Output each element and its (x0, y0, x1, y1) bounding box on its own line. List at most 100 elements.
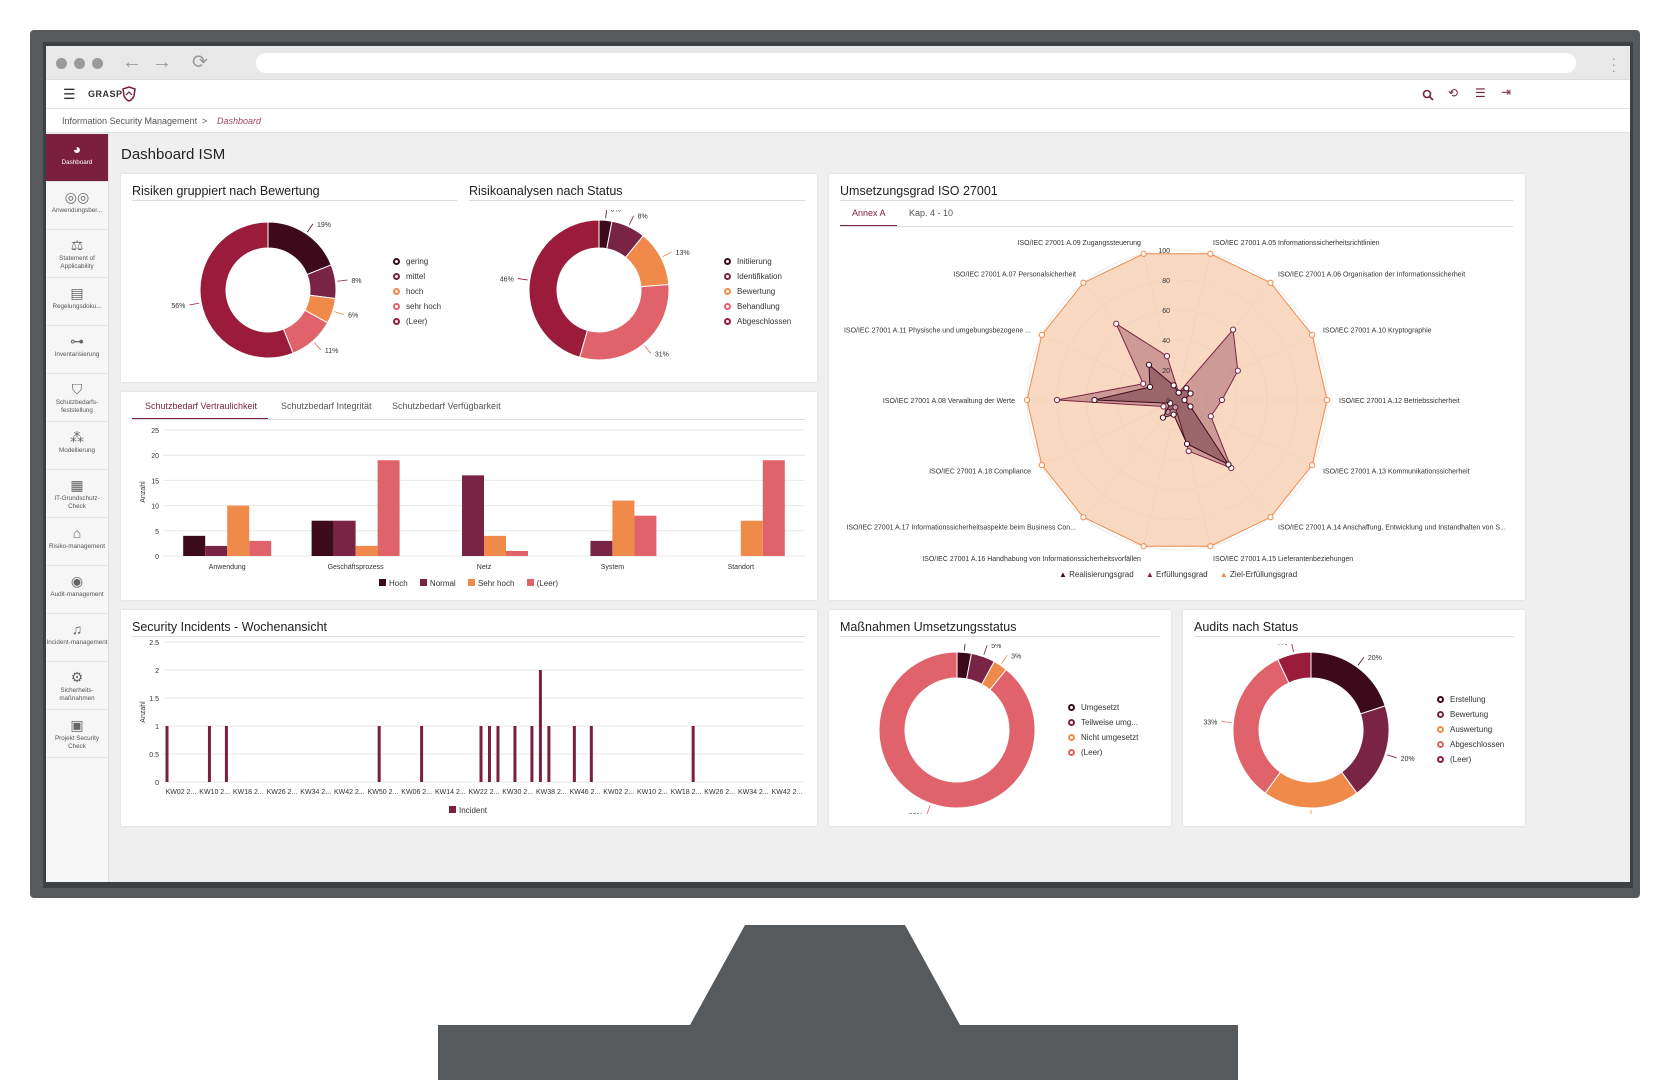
slice-value-label: 8% (351, 278, 361, 285)
legend-item[interactable]: Teilweise umg... (1068, 715, 1138, 730)
radar-point (1181, 396, 1188, 404)
sidebar-item-inventarisierung[interactable]: ⊶ Inventarisierung (46, 326, 108, 374)
reload-icon[interactable]: ⟳ (192, 52, 208, 73)
sidebar-item-schutzbedarfsfeststellung[interactable]: ⛉ Schutzbedarfs-feststellung (46, 374, 108, 422)
legend-item[interactable]: sehr hoch (393, 299, 441, 314)
tab-kap-4-10[interactable]: Kap. 4 - 10 (909, 208, 954, 218)
window-control[interactable] (56, 58, 67, 69)
legend-item[interactable]: Abgeschlossen (1437, 737, 1504, 752)
radar-axis-label: ISO/IEC 27001 A.13 Kommunikationssicherh… (1323, 468, 1470, 475)
sidebar-item-modellierung[interactable]: ⁂ Modellierung (46, 422, 108, 470)
bar-sehrhoch (740, 520, 763, 556)
breadcrumb-root[interactable]: Information Security Management (62, 116, 198, 126)
tab-annex-a[interactable]: Annex A (852, 208, 886, 218)
x-category-label: Anwendung (209, 564, 246, 571)
umsetzungsgrad-panel: Umsetzungsgrad ISO 27001 Annex A Kap. 4 … (829, 174, 1525, 600)
refresh-icon[interactable]: ⟲ (1448, 86, 1459, 100)
document-icon: ▤ (70, 285, 84, 301)
slice-leader-line (983, 645, 988, 655)
legend-marker (393, 288, 400, 295)
window-control[interactable] (92, 58, 103, 69)
slice-value-label: 5% (991, 644, 1001, 650)
legend-item[interactable]: (Leer) (1437, 752, 1504, 767)
radar-point (1172, 404, 1179, 411)
legend-item[interactable]: Auswertung (1437, 722, 1504, 737)
legend-item[interactable]: hoch (393, 284, 441, 299)
sidebar-item-incidentmanagement[interactable]: ♫ Incident-management (46, 614, 108, 662)
tab-verfuegbarkeit[interactable]: Schutzbedarf Verfügbarkeit (392, 401, 501, 411)
legend-marker (393, 318, 400, 325)
legend-label: Abgeschlossen (1450, 740, 1505, 749)
sidebar-item-risikomanagement[interactable]: ⌂ Risiko-management (46, 518, 108, 566)
bar-leer (377, 460, 400, 556)
sidebar-item-it-grundschutz-check[interactable]: ▦ IT-Grundschutz-Check (46, 470, 108, 518)
radar-point (1309, 331, 1316, 339)
bar-normal (590, 540, 613, 556)
radar-axis-label: ISO/IEC 27001 A.08 Verwaltung der Werte (883, 398, 1015, 405)
x-tick-label: KW18 2... (671, 789, 702, 796)
y-tick-label: 10 (151, 504, 159, 511)
legend-item[interactable]: mittel (393, 269, 441, 284)
window-control[interactable] (74, 58, 85, 69)
legend-item[interactable]: Bewertung (1437, 707, 1504, 722)
legend-marker (724, 288, 731, 295)
address-bar[interactable] (256, 53, 1576, 73)
sidebar-item-projekt-security-check[interactable]: ▣ Projekt Security Check (46, 710, 108, 758)
legend-item[interactable]: Initiierung (724, 254, 791, 269)
divider (132, 419, 805, 420)
legend-item: ▲ Ziel-Erfüllungsgrad (1219, 570, 1298, 579)
forward-arrow-icon[interactable]: → (152, 51, 172, 73)
sidebar-item-regelungsdokumente[interactable]: ▤ Regelungsdoku... (46, 278, 108, 326)
legend-label: Initiierung (737, 257, 772, 266)
sidebar-item-label: Projekt Security Check (54, 735, 100, 750)
sidebar: ◕ Dashboard ◎◎ Anwendungsber... ⚖ Statement… (46, 134, 109, 882)
sidebar-item-statement-of-applicability[interactable]: ⚖ Statement of Applicability (46, 230, 108, 278)
browser-menu-icon[interactable]: · · · (1611, 50, 1616, 78)
radar-point (1323, 396, 1331, 404)
sidebar-item-label: Statement of Applicability (59, 255, 95, 270)
sidebar-item-sicherheitsmassnahmen[interactable]: ⚙ Sicherheits-maßnahmen (46, 662, 108, 710)
radar-tick-label: 80 (1162, 278, 1170, 285)
legend-item[interactable]: Nicht umgesetzt (1068, 730, 1138, 745)
radar-axis-label: ISO/IEC 27001 A.05 Informationssicherhei… (1213, 240, 1380, 247)
sidebar-item-label: Schutzbedarfs-feststellung (55, 399, 99, 414)
radar-point (1167, 400, 1174, 407)
legend-item[interactable]: Identifikation (724, 269, 791, 284)
sidebar-item-label: Risiko-management (49, 543, 105, 550)
gears-icon: ⚙ (70, 669, 84, 685)
hamburger-icon[interactable]: ☰ (63, 86, 76, 102)
legend-item[interactable]: (Leer) (393, 314, 441, 329)
bar-sehrhoch (612, 500, 635, 556)
search-icon[interactable] (1422, 89, 1434, 101)
list-icon[interactable]: ☰ (1475, 86, 1486, 100)
tab-vertraulichkeit[interactable]: Schutzbedarf Vertraulichkeit (145, 401, 258, 411)
app-header: ☰ GRASP ⟲ ☰ ⇥ (46, 80, 1630, 109)
bar-normal (333, 520, 356, 556)
slice-leader-line (334, 311, 345, 316)
legend-item[interactable]: Behandlung (724, 299, 791, 314)
sidebar-item-label: Audit-management (50, 591, 104, 598)
incident-bar (538, 670, 542, 782)
legend-label: sehr hoch (406, 302, 442, 311)
sidebar-item-anwendungsbereich[interactable]: ◎◎ Anwendungsber... (46, 182, 108, 230)
legend-item[interactable]: Umgesetzt (1068, 700, 1138, 715)
legend-item[interactable]: Erstellung (1437, 692, 1504, 707)
x-tick-label: KW34 2... (300, 789, 331, 796)
sidebar-item-auditmanagement[interactable]: ◉ Audit-management (46, 566, 108, 614)
incident-bar (513, 726, 517, 782)
logout-icon[interactable]: ⇥ (1501, 85, 1512, 99)
back-arrow-icon[interactable]: ← (122, 51, 142, 73)
radar-chart: 0 20 40 60 80 100 ISO/IEC 27001 A.05 Informati… (844, 240, 1506, 563)
radar-point (1038, 461, 1045, 469)
tab-integritaet[interactable]: Schutzbedarf Integrität (281, 401, 372, 411)
legend-item[interactable]: gering (393, 254, 441, 269)
legend-marker (724, 273, 731, 280)
legend-item[interactable]: Bewertung (724, 284, 791, 299)
legend-marker (1068, 719, 1075, 726)
legend-item[interactable]: (Leer) (1068, 745, 1138, 760)
x-tick-label: KW06 2... (401, 789, 432, 796)
slice-leader-line (605, 210, 607, 219)
legend-item[interactable]: Abgeschlossen (724, 314, 791, 329)
sidebar-item-dashboard[interactable]: ◕ Dashboard (46, 134, 108, 182)
radar-point (1140, 380, 1147, 387)
